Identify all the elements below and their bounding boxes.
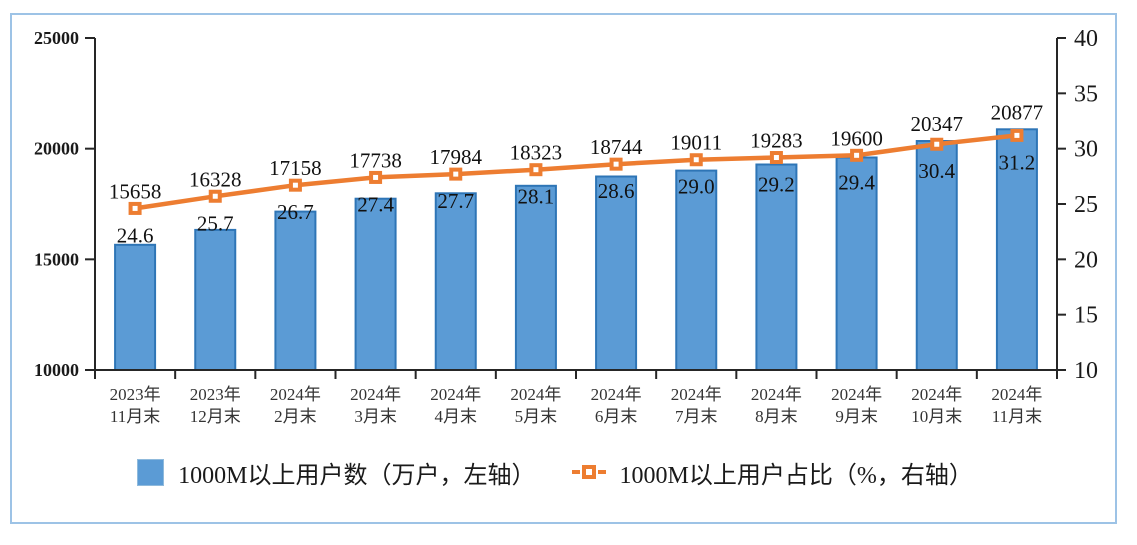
right-axis-tick-label: 10 — [1074, 358, 1098, 384]
bar — [114, 243, 157, 371]
line-marker-core — [934, 141, 940, 147]
line-value-label: 27.4 — [357, 192, 394, 216]
line-marker-core — [854, 152, 860, 158]
line-marker-core — [613, 161, 619, 167]
x-axis-category-label: 2024年 — [751, 385, 802, 404]
bar-value-label: 19283 — [750, 129, 803, 153]
bar — [514, 184, 557, 371]
line-series — [128, 128, 1024, 215]
x-axis-category-label: 2024年 — [270, 385, 321, 404]
legend-item-line-series: 1000M以上用户占比（%，右轴） — [571, 455, 973, 490]
line-value-label: 29.0 — [678, 175, 715, 199]
right-axis-tick-label: 15 — [1074, 303, 1098, 329]
x-axis-category-label: 5月末 — [515, 407, 558, 426]
bar-value-label: 18744 — [590, 135, 643, 159]
bar — [274, 210, 317, 371]
line-path — [132, 133, 1020, 211]
x-axis-category-label: 4月末 — [435, 407, 478, 426]
bar-value-label: 18323 — [510, 141, 563, 165]
line-value-label: 25.7 — [197, 211, 234, 235]
right-axis-tick-label: 35 — [1074, 81, 1098, 107]
right-axis-tick-label: 25 — [1074, 192, 1098, 218]
line-value-label: 29.4 — [838, 170, 875, 194]
line-value-label: 28.6 — [598, 179, 635, 203]
right-axis-tick-label: 40 — [1074, 26, 1098, 52]
bar-series — [114, 128, 1038, 371]
right-axis-tick-label: 30 — [1074, 137, 1098, 163]
bar-value-label: 17984 — [430, 145, 483, 169]
bar-series-legend-label: 1000M以上用户数（万户，左轴） — [178, 462, 536, 489]
bar — [595, 175, 638, 371]
bar-value-label: 17158 — [269, 156, 322, 180]
line-series-swatch-icon — [571, 465, 606, 479]
line-marker-core — [1014, 132, 1020, 138]
x-axis-category-label: 6月末 — [595, 407, 638, 426]
line-marker-core — [773, 155, 779, 161]
bar-value-label: 20347 — [911, 112, 964, 136]
line-series-legend-label: 1000M以上用户占比（%，右轴） — [619, 462, 973, 489]
line-marker-core — [373, 174, 379, 180]
x-axis-category-label: 2024年 — [911, 385, 962, 404]
line-value-label: 27.7 — [437, 189, 474, 213]
bar-value-label: 20877 — [991, 100, 1044, 124]
left-axis-tick-label: 10000 — [34, 360, 79, 380]
line-value-label: 30.4 — [918, 159, 955, 183]
line-value-label: 24.6 — [117, 223, 154, 247]
x-axis-category-label: 11月末 — [110, 407, 160, 426]
bar — [354, 197, 397, 371]
bar-value-label: 19011 — [670, 131, 722, 155]
x-axis-category-label: 2024年 — [991, 385, 1042, 404]
left-axis-tick-label: 25000 — [34, 28, 79, 48]
x-axis-category-label: 10月末 — [911, 407, 962, 426]
data-labels: 15658 24.6 16328 25.7 17158 26.7 17738 27.4 1798… — [109, 100, 1043, 247]
line-marker-core — [453, 171, 459, 177]
line-value-label: 29.2 — [758, 173, 795, 197]
bar — [755, 163, 798, 371]
x-axis-category-label: 7月末 — [675, 407, 718, 426]
x-axis-category-label: 9月末 — [835, 407, 878, 426]
line-marker-core — [533, 167, 539, 173]
line-value-label: 28.1 — [518, 185, 555, 209]
x-axis-category-label: 2024年 — [671, 385, 722, 404]
legend-item-bar-series: 1000M以上用户数（万户，左轴） — [137, 455, 536, 490]
x-axis-category-label: 11月末 — [992, 407, 1042, 426]
left-axis-tick-label: 15000 — [34, 249, 79, 269]
right-axis-tick-label: 20 — [1074, 247, 1098, 273]
x-axis-category-label: 12月末 — [190, 407, 241, 426]
bar-value-label: 16328 — [189, 167, 242, 191]
line-marker-core — [292, 182, 298, 188]
legend: 1000M以上用户数（万户，左轴） 1000M以上用户占比（%，右轴） — [0, 449, 1110, 495]
line-marker-core — [132, 205, 138, 211]
bar-series-swatch-icon — [137, 458, 165, 486]
bar — [434, 192, 477, 371]
x-axis-category-label: 2月末 — [274, 407, 317, 426]
x-axis-category-label: 2024年 — [510, 385, 561, 404]
bar — [835, 156, 878, 371]
left-axis-tick-label: 20000 — [34, 139, 79, 159]
line-value-label: 26.7 — [277, 200, 314, 224]
x-axis-category-label: 8月末 — [755, 407, 798, 426]
bar-value-label: 19600 — [830, 126, 883, 150]
bar-value-label: 15658 — [109, 179, 162, 203]
bar — [675, 169, 718, 371]
x-axis-category-label: 2024年 — [350, 385, 401, 404]
line-value-label: 31.2 — [999, 150, 1036, 174]
axes: 25000 20000 15000 10000 40 35 30 25 20 15 10 2023年 1… — [34, 26, 1098, 426]
x-axis-category-label: 2023年 — [110, 385, 161, 404]
x-axis-category-label: 2024年 — [831, 385, 882, 404]
line-marker-core — [693, 157, 699, 163]
bar — [194, 228, 237, 371]
line-marker-core — [212, 193, 218, 199]
x-axis-category-label: 2023年 — [190, 385, 241, 404]
x-axis-category-label: 2024年 — [430, 385, 481, 404]
x-axis-category-label: 2024年 — [591, 385, 642, 404]
bar-value-label: 17738 — [349, 148, 402, 172]
x-axis-category-label: 3月末 — [354, 407, 397, 426]
bar — [915, 140, 958, 371]
